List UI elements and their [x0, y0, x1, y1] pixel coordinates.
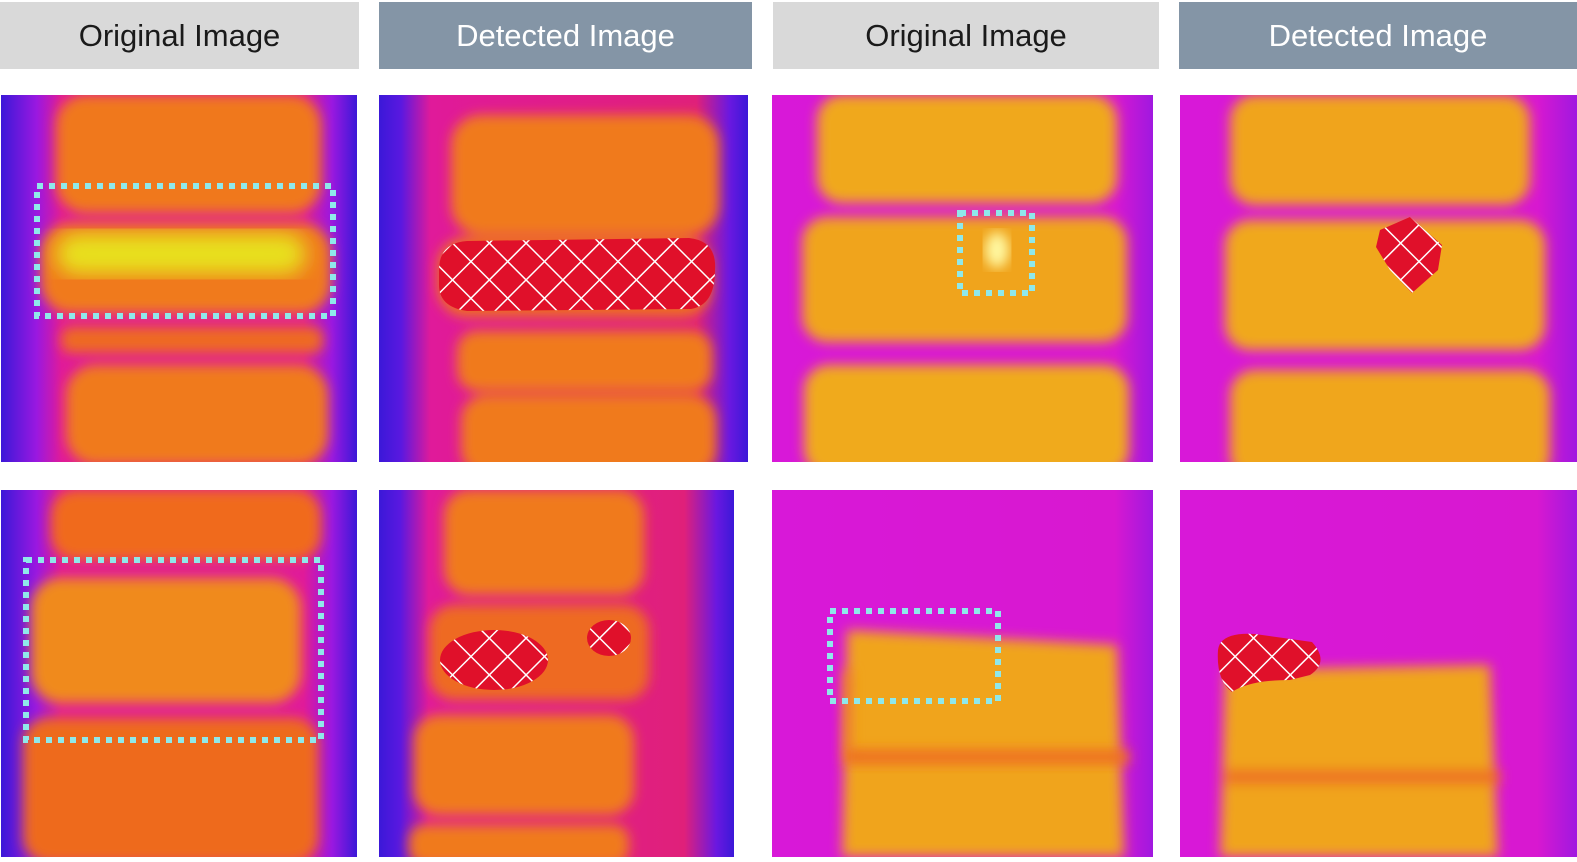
thermal-panel-original-3	[1, 490, 357, 857]
thermal-panel-detected-1	[379, 95, 748, 462]
thermal-panel-detected-4	[1180, 490, 1577, 857]
thermal-panel-detected-3	[379, 490, 734, 857]
header-label: Detected Image	[1268, 17, 1488, 53]
header-original-image-2: Original Image	[773, 2, 1159, 69]
thermal-panel-original-1	[1, 95, 357, 462]
thermal-panel-original-4	[772, 490, 1153, 857]
header-label: Detected Image	[456, 17, 675, 53]
header-detected-image-2: Detected Image	[1179, 2, 1577, 69]
header-detected-image-1: Detected Image	[379, 2, 752, 69]
header-label: Original Image	[78, 17, 281, 53]
thermal-panel-detected-2	[1180, 95, 1577, 462]
thermal-panel-original-2	[772, 95, 1153, 462]
header-original-image-1: Original Image	[0, 2, 359, 69]
header-label: Original Image	[865, 17, 1067, 53]
